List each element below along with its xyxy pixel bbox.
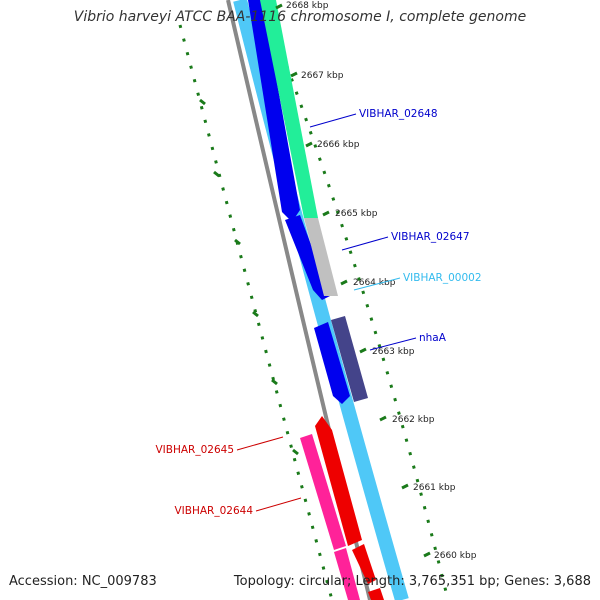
map-title: Vibrio harveyi ATCC BAA-1116 chromosome …: [73, 9, 527, 25]
gene-label-nhaa[interactable]: nhaA: [419, 332, 447, 344]
cds-reverse-1[interactable]: [315, 416, 362, 546]
feature-pink-2[interactable]: [334, 548, 360, 600]
gc-dashes: [199, 98, 299, 456]
tick-label: 2665 kbp: [335, 209, 378, 219]
tick-label: 2664 kbp: [353, 278, 396, 288]
tick-label: 2668 kbp: [286, 1, 329, 11]
accession-label: Accession: NC_009783: [9, 574, 157, 589]
feature-pink-1[interactable]: [300, 434, 346, 550]
cds-reverse-3[interactable]: [368, 588, 384, 600]
gene-label-vibhar-02647[interactable]: VIBHAR_02647: [391, 231, 470, 243]
cds-block-blue-2[interactable]: [285, 215, 330, 300]
cds-reverse-2[interactable]: [352, 544, 376, 584]
tick-marks: [275, 3, 431, 558]
cds-block-blue-1[interactable]: [248, 0, 300, 222]
gene-label-vibhar-02644[interactable]: VIBHAR_02644: [174, 505, 253, 517]
gene-label-vibhar-00002[interactable]: VIBHAR_00002: [403, 272, 482, 284]
tick-label: 2667 kbp: [301, 71, 344, 81]
tick-label: 2661 kbp: [413, 483, 456, 493]
leader-lines: [236, 113, 417, 512]
gc-skew-track: [260, 0, 450, 600]
genome-summary: Topology: circular; Length: 3,765,351 bp…: [233, 574, 591, 589]
tick-label: 2662 kbp: [392, 415, 435, 425]
cds-block-blue-3[interactable]: [314, 322, 350, 404]
feature-purple[interactable]: [331, 316, 368, 402]
gene-label-vibhar-02645[interactable]: VIBHAR_02645: [155, 444, 234, 456]
gene-label-vibhar-02648[interactable]: VIBHAR_02648: [359, 108, 438, 120]
feature-green[interactable]: [260, 0, 318, 218]
tick-label: 2663 kbp: [372, 347, 415, 357]
tick-label: 2660 kbp: [434, 551, 477, 561]
feature-gray[interactable]: [304, 218, 338, 296]
tick-label: 2666 kbp: [317, 140, 360, 150]
